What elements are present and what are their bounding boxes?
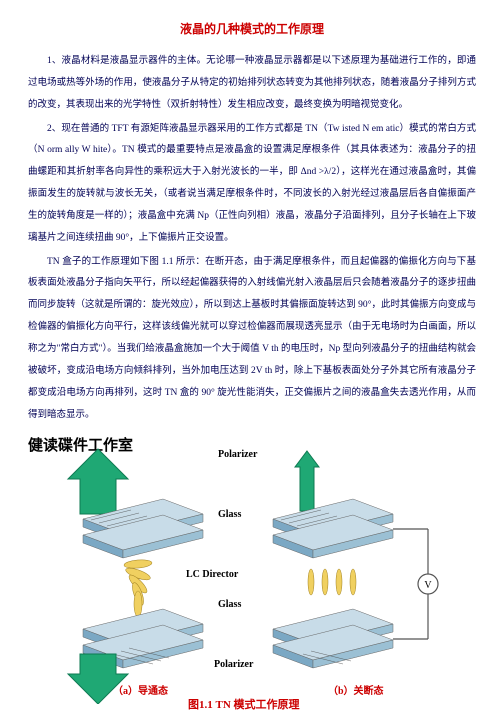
paragraph-2: 2、现在普通的 TFT 有源矩阵液晶显示器采用的工作方式都是 TN（Tw ist… [28, 119, 476, 250]
left-cell [68, 449, 203, 704]
diagram-container: 健读碟件工作室 [28, 434, 476, 714]
label-glass-top: Glass [218, 509, 241, 520]
sublabel-b: （b）关断态 [328, 682, 384, 697]
diagram-caption: 图1.1 TN 模式工作原理 [188, 696, 300, 712]
right-cell: V [273, 451, 438, 668]
voltage-source: V [393, 529, 438, 639]
label-glass-bottom: Glass [218, 599, 241, 610]
label-polarizer-bottom: Polarizer [214, 659, 253, 670]
document-title: 液晶的几种模式的工作原理 [28, 20, 476, 37]
sublabel-a: （a）导通态 [113, 682, 168, 697]
tn-mode-diagram: V [58, 439, 478, 704]
paragraph-3: TN 盒子的工作原理如下图 1.1 所示：在断开态，由于满足摩根条件，而且起偏器… [28, 252, 476, 427]
label-lc-director: LC Director [186, 569, 238, 580]
label-polarizer-top: Polarizer [218, 449, 257, 460]
paragraph-1: 1、液晶材料是液晶显示器件的主体。无论哪一种液晶显示器都是以下述原理为基础进行工… [28, 51, 476, 117]
svg-text:V: V [424, 580, 432, 591]
